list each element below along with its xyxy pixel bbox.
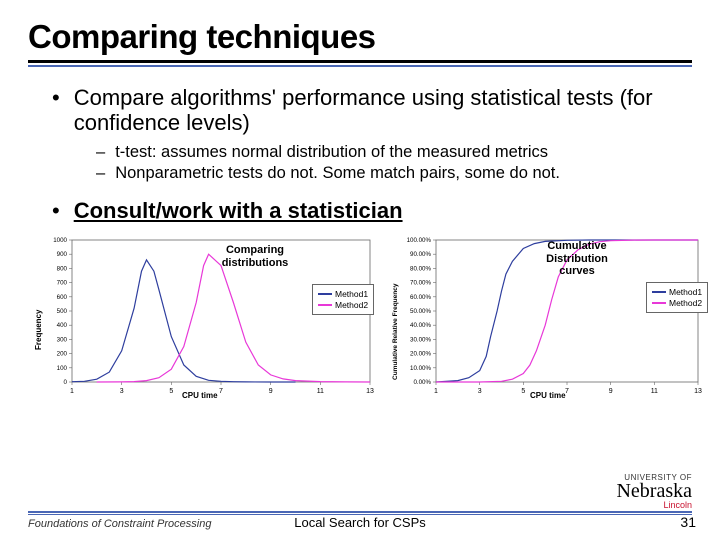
svg-text:13: 13	[366, 388, 374, 395]
svg-text:60.00%: 60.00%	[410, 294, 431, 301]
svg-text:70.00%: 70.00%	[410, 280, 431, 287]
sub-bullet-1: – t-test: assumes normal distribution of…	[52, 142, 686, 163]
svg-text:30.00%: 30.00%	[410, 337, 431, 344]
svg-text:100: 100	[57, 365, 68, 372]
svg-text:3: 3	[120, 388, 124, 395]
svg-text:600: 600	[57, 294, 68, 301]
title-accent	[28, 65, 692, 67]
chart2-legend: Method1 Method2	[646, 282, 708, 313]
svg-text:1: 1	[70, 388, 74, 395]
svg-text:0: 0	[64, 379, 68, 386]
charts-row: 1357911130100200300400500600700800900100…	[28, 230, 692, 402]
svg-text:3: 3	[478, 388, 482, 395]
svg-text:700: 700	[57, 280, 68, 287]
svg-text:300: 300	[57, 337, 68, 344]
dash-icon: –	[96, 163, 105, 184]
svg-text:200: 200	[57, 351, 68, 358]
svg-text:900: 900	[57, 252, 68, 259]
bullet-dot: •	[52, 85, 60, 136]
svg-text:40.00%: 40.00%	[410, 323, 431, 330]
bullet-list: • Compare algorithms' performance using …	[28, 85, 692, 224]
sub-bullet-1-text: t-test: assumes normal distribution of t…	[115, 142, 548, 163]
svg-text:10.00%: 10.00%	[410, 365, 431, 372]
svg-text:100.00%: 100.00%	[407, 237, 432, 244]
svg-text:5: 5	[169, 388, 173, 395]
svg-text:400: 400	[57, 323, 68, 330]
logo-nebraska: Nebraska	[616, 482, 692, 500]
chart1-legend: Method1 Method2	[312, 284, 374, 315]
sub-bullet-2: – Nonparametric tests do not. Some match…	[52, 163, 686, 184]
svg-text:13: 13	[694, 388, 702, 395]
dash-icon: –	[96, 142, 105, 163]
chart1-title: Comparing distributions	[210, 244, 300, 268]
svg-text:80.00%: 80.00%	[410, 266, 431, 273]
svg-text:50.00%: 50.00%	[410, 308, 431, 315]
cdf-chart: 1357911130.00%10.00%20.00%30.00%40.00%50…	[390, 230, 710, 402]
svg-text:90.00%: 90.00%	[410, 252, 431, 259]
footer-rule	[28, 511, 692, 513]
distribution-chart-svg: 1357911130100200300400500600700800900100…	[32, 230, 384, 402]
bullet-2: • Consult/work with a statistician	[52, 198, 686, 224]
svg-text:20.00%: 20.00%	[410, 351, 431, 358]
svg-text:7: 7	[219, 388, 223, 395]
legend-method2: Method2	[335, 300, 368, 310]
slide-title: Comparing techniques	[28, 18, 692, 56]
svg-text:5: 5	[521, 388, 525, 395]
chart1-ylabel: Frequency	[34, 310, 43, 350]
distribution-chart: 1357911130100200300400500600700800900100…	[32, 230, 384, 402]
university-logo: UNIVERSITY OF Nebraska Lincoln	[616, 473, 692, 510]
bullet-2-text: Consult/work with a statistician	[74, 198, 403, 224]
page-number: 31	[680, 514, 696, 530]
footer-center-text: Local Search for CSPs	[0, 515, 720, 530]
sub-bullet-2-text: Nonparametric tests do not. Some match p…	[115, 163, 560, 184]
chart2-title: Cumulative Distribution curves	[532, 240, 622, 276]
svg-text:11: 11	[317, 388, 324, 395]
svg-text:800: 800	[57, 266, 68, 273]
legend-method1: Method1	[669, 287, 702, 297]
svg-text:1000: 1000	[53, 237, 67, 244]
title-underline	[28, 60, 692, 63]
svg-text:1: 1	[434, 388, 438, 395]
svg-text:11: 11	[651, 388, 658, 395]
svg-text:9: 9	[269, 388, 273, 395]
bullet-1: • Compare algorithms' performance using …	[52, 85, 686, 136]
svg-text:0.00%: 0.00%	[413, 379, 431, 386]
svg-text:9: 9	[609, 388, 613, 395]
chart2-xlabel: CPU time	[530, 391, 566, 400]
chart1-xlabel: CPU time	[182, 391, 218, 400]
bullet-dot: •	[52, 198, 60, 224]
chart2-ylabel: Cumulative Relative Frequency	[392, 284, 399, 380]
legend-method2: Method2	[669, 298, 702, 308]
legend-method1: Method1	[335, 289, 368, 299]
bullet-1-text: Compare algorithms' performance using st…	[74, 85, 686, 136]
svg-text:500: 500	[57, 308, 68, 315]
